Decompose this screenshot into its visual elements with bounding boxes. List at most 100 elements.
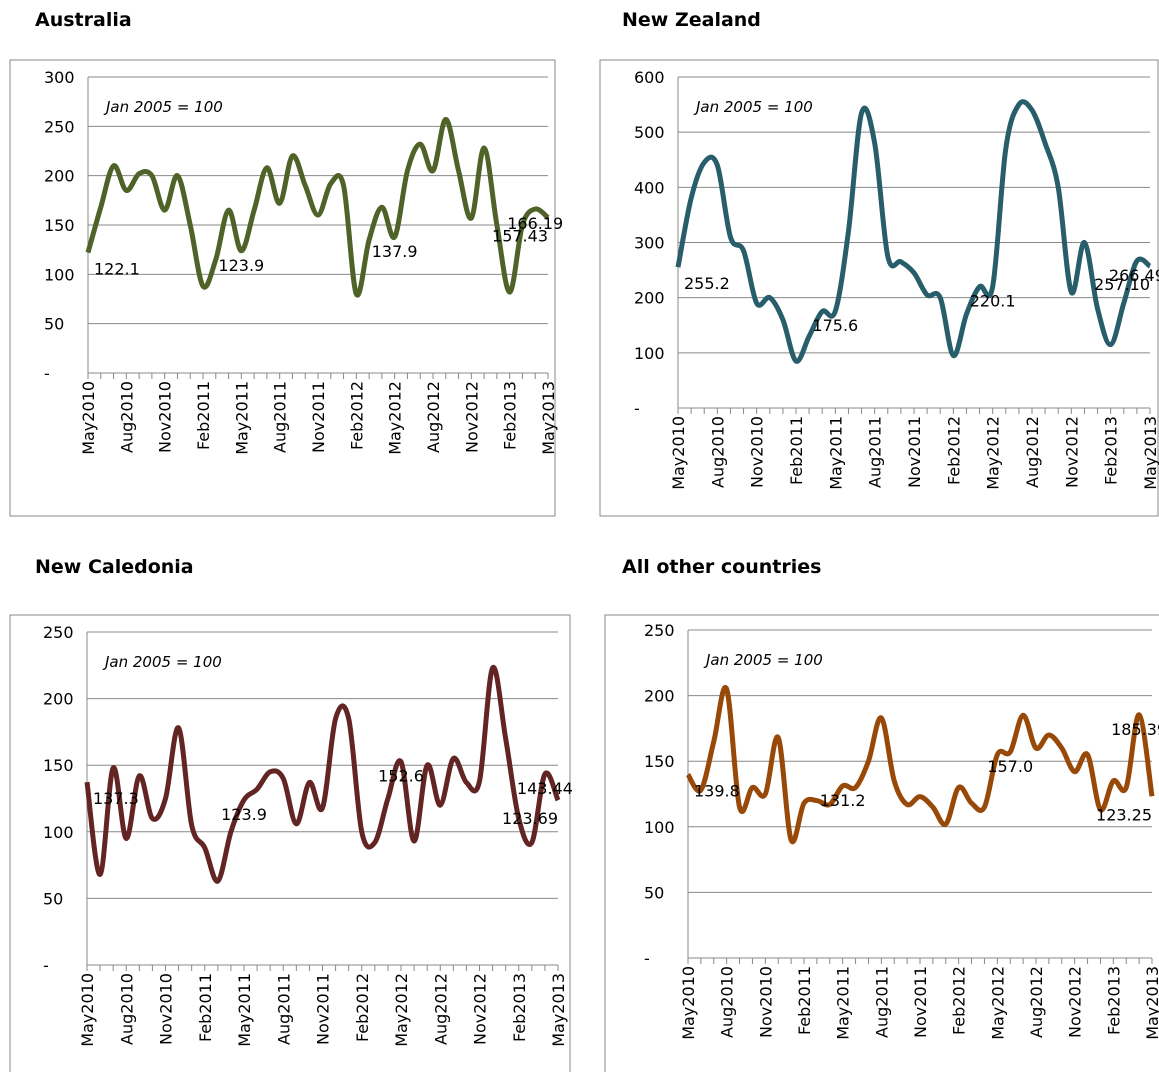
chart-title: New Caledonia xyxy=(35,556,194,578)
plot-frame xyxy=(604,614,1159,1072)
x-tick-label: Aug2012 xyxy=(431,973,450,1045)
x-tick-label: Nov2010 xyxy=(756,966,775,1038)
x-tick-label: May2013 xyxy=(1141,416,1159,490)
x-tick-label: Aug2010 xyxy=(117,381,136,453)
annotation: Jan 2005 = 100 xyxy=(102,653,222,671)
plot-frame xyxy=(599,59,1159,517)
x-tick-label: Nov2011 xyxy=(905,416,924,488)
data-label: 123.9 xyxy=(218,256,264,275)
x-tick-label: May2010 xyxy=(78,973,97,1047)
y-tick-label: 600 xyxy=(634,68,665,87)
plot-frame xyxy=(9,59,556,517)
chart-title: All other countries xyxy=(622,556,821,578)
x-tick-label: Nov2010 xyxy=(748,416,767,488)
x-tick-label: Aug2012 xyxy=(424,381,443,453)
x-tick-label: Nov2011 xyxy=(911,966,930,1038)
series-line xyxy=(685,684,1155,845)
x-tick-label: Aug2012 xyxy=(1023,416,1042,488)
series-line xyxy=(675,99,1152,364)
chart-title: Australia xyxy=(35,9,132,31)
y-tick-label: 200 xyxy=(44,167,75,186)
x-tick-label: Aug2010 xyxy=(718,966,737,1038)
y-tick-label: 400 xyxy=(634,178,665,197)
x-tick-label: Aug2011 xyxy=(271,381,290,453)
series-line xyxy=(85,116,550,298)
x-tick-label: Feb2012 xyxy=(950,966,969,1035)
x-tick-label: Feb2012 xyxy=(347,381,366,450)
annotation: Jan 2005 = 100 xyxy=(103,98,223,116)
x-tick-label: May2010 xyxy=(679,966,698,1040)
x-tick-label: May2011 xyxy=(232,381,251,455)
y-tick-label: 300 xyxy=(44,68,75,87)
x-tick-label: Aug2010 xyxy=(117,973,136,1045)
y-tick-label: 500 xyxy=(634,123,665,142)
x-tick-label: May2013 xyxy=(549,973,568,1047)
x-tick-label: May2011 xyxy=(235,973,254,1047)
data-label: 157.43 xyxy=(492,227,548,246)
data-label: 175.6 xyxy=(812,316,858,335)
y-tick-label: 300 xyxy=(634,234,665,253)
data-label: 266.49 xyxy=(1109,266,1159,285)
y-tick-label: 250 xyxy=(44,117,75,136)
x-tick-label: May2012 xyxy=(984,416,1003,490)
y-tick-label: 200 xyxy=(634,289,665,308)
y-tick-label: - xyxy=(634,399,640,418)
y-tick-label: 50 xyxy=(43,889,63,908)
x-tick-label: Feb2013 xyxy=(1104,966,1123,1035)
x-tick-label: May2010 xyxy=(669,416,688,490)
data-label: 131.2 xyxy=(820,791,866,810)
x-tick-label: Nov2012 xyxy=(1066,966,1085,1038)
x-tick-label: Nov2010 xyxy=(157,973,176,1045)
data-label: 255.2 xyxy=(684,274,730,293)
y-tick-label: 200 xyxy=(644,687,675,706)
data-label: 166.19 xyxy=(507,214,563,233)
x-tick-label: May2013 xyxy=(539,381,558,455)
x-tick-label: Nov2012 xyxy=(471,973,490,1045)
x-tick-label: Feb2011 xyxy=(196,973,215,1042)
x-tick-label: Nov2010 xyxy=(156,381,175,453)
data-label: 122.1 xyxy=(94,260,140,279)
y-tick-label: 100 xyxy=(644,818,675,837)
x-tick-label: Feb2013 xyxy=(1102,416,1121,485)
y-tick-label: 150 xyxy=(644,752,675,771)
y-tick-label: 100 xyxy=(634,344,665,363)
x-tick-label: Feb2013 xyxy=(510,973,529,1042)
annotation: Jan 2005 = 100 xyxy=(703,651,823,669)
plot-frame xyxy=(9,614,571,1072)
data-label: 152.6 xyxy=(378,767,424,786)
data-label: 257.10 xyxy=(1094,275,1150,294)
x-tick-label: Feb2012 xyxy=(944,416,963,485)
y-tick-label: 250 xyxy=(644,621,675,640)
data-label: 185.39 xyxy=(1111,720,1159,739)
y-tick-label: 150 xyxy=(43,756,74,775)
data-label: 123.69 xyxy=(502,809,558,828)
data-label: 123.25 xyxy=(1096,805,1152,824)
data-label: 123.9 xyxy=(221,805,267,824)
y-tick-label: - xyxy=(43,956,49,975)
chart-title: New Zealand xyxy=(622,9,761,31)
data-label: 220.1 xyxy=(970,292,1016,311)
data-label: 137.9 xyxy=(372,242,418,261)
data-label: 157.0 xyxy=(987,757,1033,776)
x-tick-label: Feb2011 xyxy=(194,381,213,450)
x-tick-label: Aug2011 xyxy=(872,966,891,1038)
y-tick-label: 150 xyxy=(44,216,75,235)
y-tick-label: 100 xyxy=(43,823,74,842)
x-tick-label: Nov2012 xyxy=(462,381,481,453)
x-tick-label: May2011 xyxy=(826,416,845,490)
y-tick-label: 100 xyxy=(44,265,75,284)
x-tick-label: Nov2011 xyxy=(309,381,328,453)
series-line xyxy=(84,665,561,884)
data-label: 139.8 xyxy=(694,782,740,801)
x-tick-label: Feb2013 xyxy=(501,381,520,450)
x-tick-label: Feb2012 xyxy=(353,973,372,1042)
x-tick-label: Nov2012 xyxy=(1062,416,1081,488)
y-tick-label: 50 xyxy=(644,883,664,902)
x-tick-label: Aug2012 xyxy=(1027,966,1046,1038)
x-tick-label: Aug2010 xyxy=(708,416,727,488)
x-tick-label: Aug2011 xyxy=(866,416,885,488)
y-tick-label: 250 xyxy=(43,623,74,642)
y-tick-label: 50 xyxy=(44,315,64,334)
x-tick-label: May2012 xyxy=(386,381,405,455)
x-tick-label: Feb2011 xyxy=(787,416,806,485)
